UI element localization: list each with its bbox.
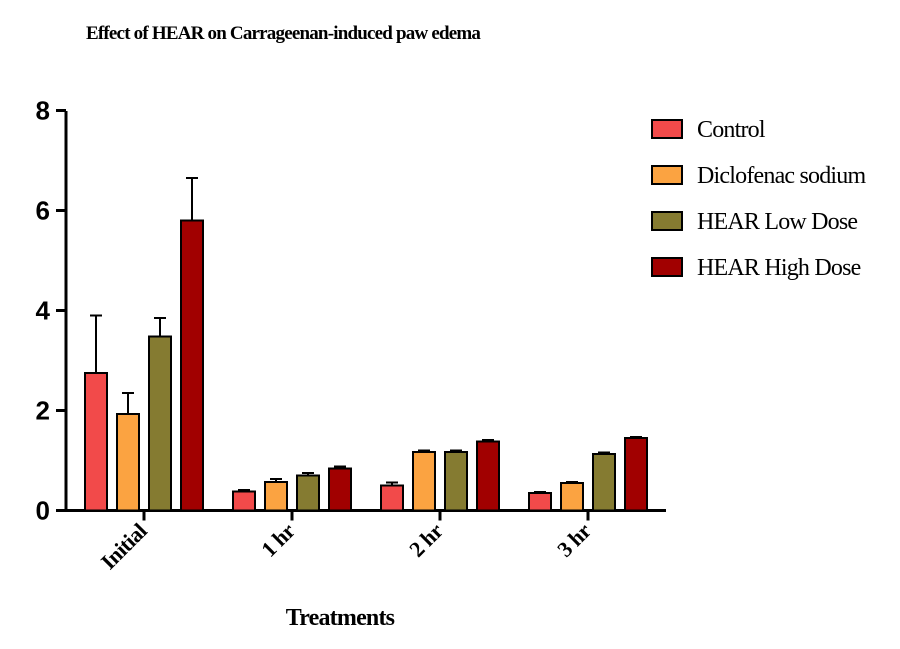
x-tick-label: 2 hr — [404, 518, 448, 562]
legend-label: Diclofenac sodium — [697, 163, 866, 189]
legend-label: HEAR High Dose — [697, 255, 861, 281]
legend: Control Diclofenac sodium HEAR Low Dose HEA… — [651, 117, 867, 281]
legend-swatch — [651, 165, 683, 185]
bar-hear-high-dose-0 — [180, 219, 204, 512]
bar-diclofenac-sodium-0 — [116, 413, 140, 512]
x-ticks: Initial 1 hr 2 hr 3 hr — [96, 510, 596, 574]
bar-control-0 — [84, 372, 108, 512]
bar-hear-high-dose-3 — [624, 437, 648, 512]
bar-hear-low-dose-2 — [444, 451, 468, 512]
bar-control-3 — [528, 492, 552, 512]
bar-control-1 — [232, 490, 256, 512]
bar-diclofenac-sodium-3 — [560, 482, 584, 512]
y-tick-label: 2 — [36, 396, 50, 426]
bar-diclofenac-sodium-2 — [412, 451, 436, 512]
x-tick-label: 1 hr — [256, 518, 300, 562]
bar-control-2 — [380, 484, 404, 512]
y-tick-label: 4 — [36, 296, 51, 326]
legend-swatch — [651, 257, 683, 277]
chart-title: Effect of HEAR on Carrageenan-induced pa… — [86, 23, 481, 44]
bar-diclofenac-sodium-1 — [264, 481, 288, 512]
y-ticks: 0 2 4 6 8 — [36, 96, 66, 526]
y-tick-label: 8 — [36, 96, 50, 126]
x-tick-label: Initial — [96, 518, 152, 574]
y-tick-label: 6 — [36, 196, 50, 226]
x-tick-label: 3 hr — [552, 518, 596, 562]
x-axis-label: Treatments — [286, 605, 395, 631]
bar-hear-high-dose-2 — [476, 440, 500, 512]
bar-hear-low-dose-3 — [592, 453, 616, 512]
legend-swatch — [651, 211, 683, 231]
legend-label: HEAR Low Dose — [697, 209, 857, 235]
bar-hear-high-dose-1 — [328, 467, 352, 512]
bar-hear-low-dose-0 — [148, 335, 172, 512]
y-tick-label: 0 — [36, 496, 50, 526]
legend-swatch — [651, 119, 683, 139]
legend-label: Control — [697, 117, 766, 143]
bars — [84, 177, 648, 512]
bar-hear-low-dose-1 — [296, 474, 320, 512]
